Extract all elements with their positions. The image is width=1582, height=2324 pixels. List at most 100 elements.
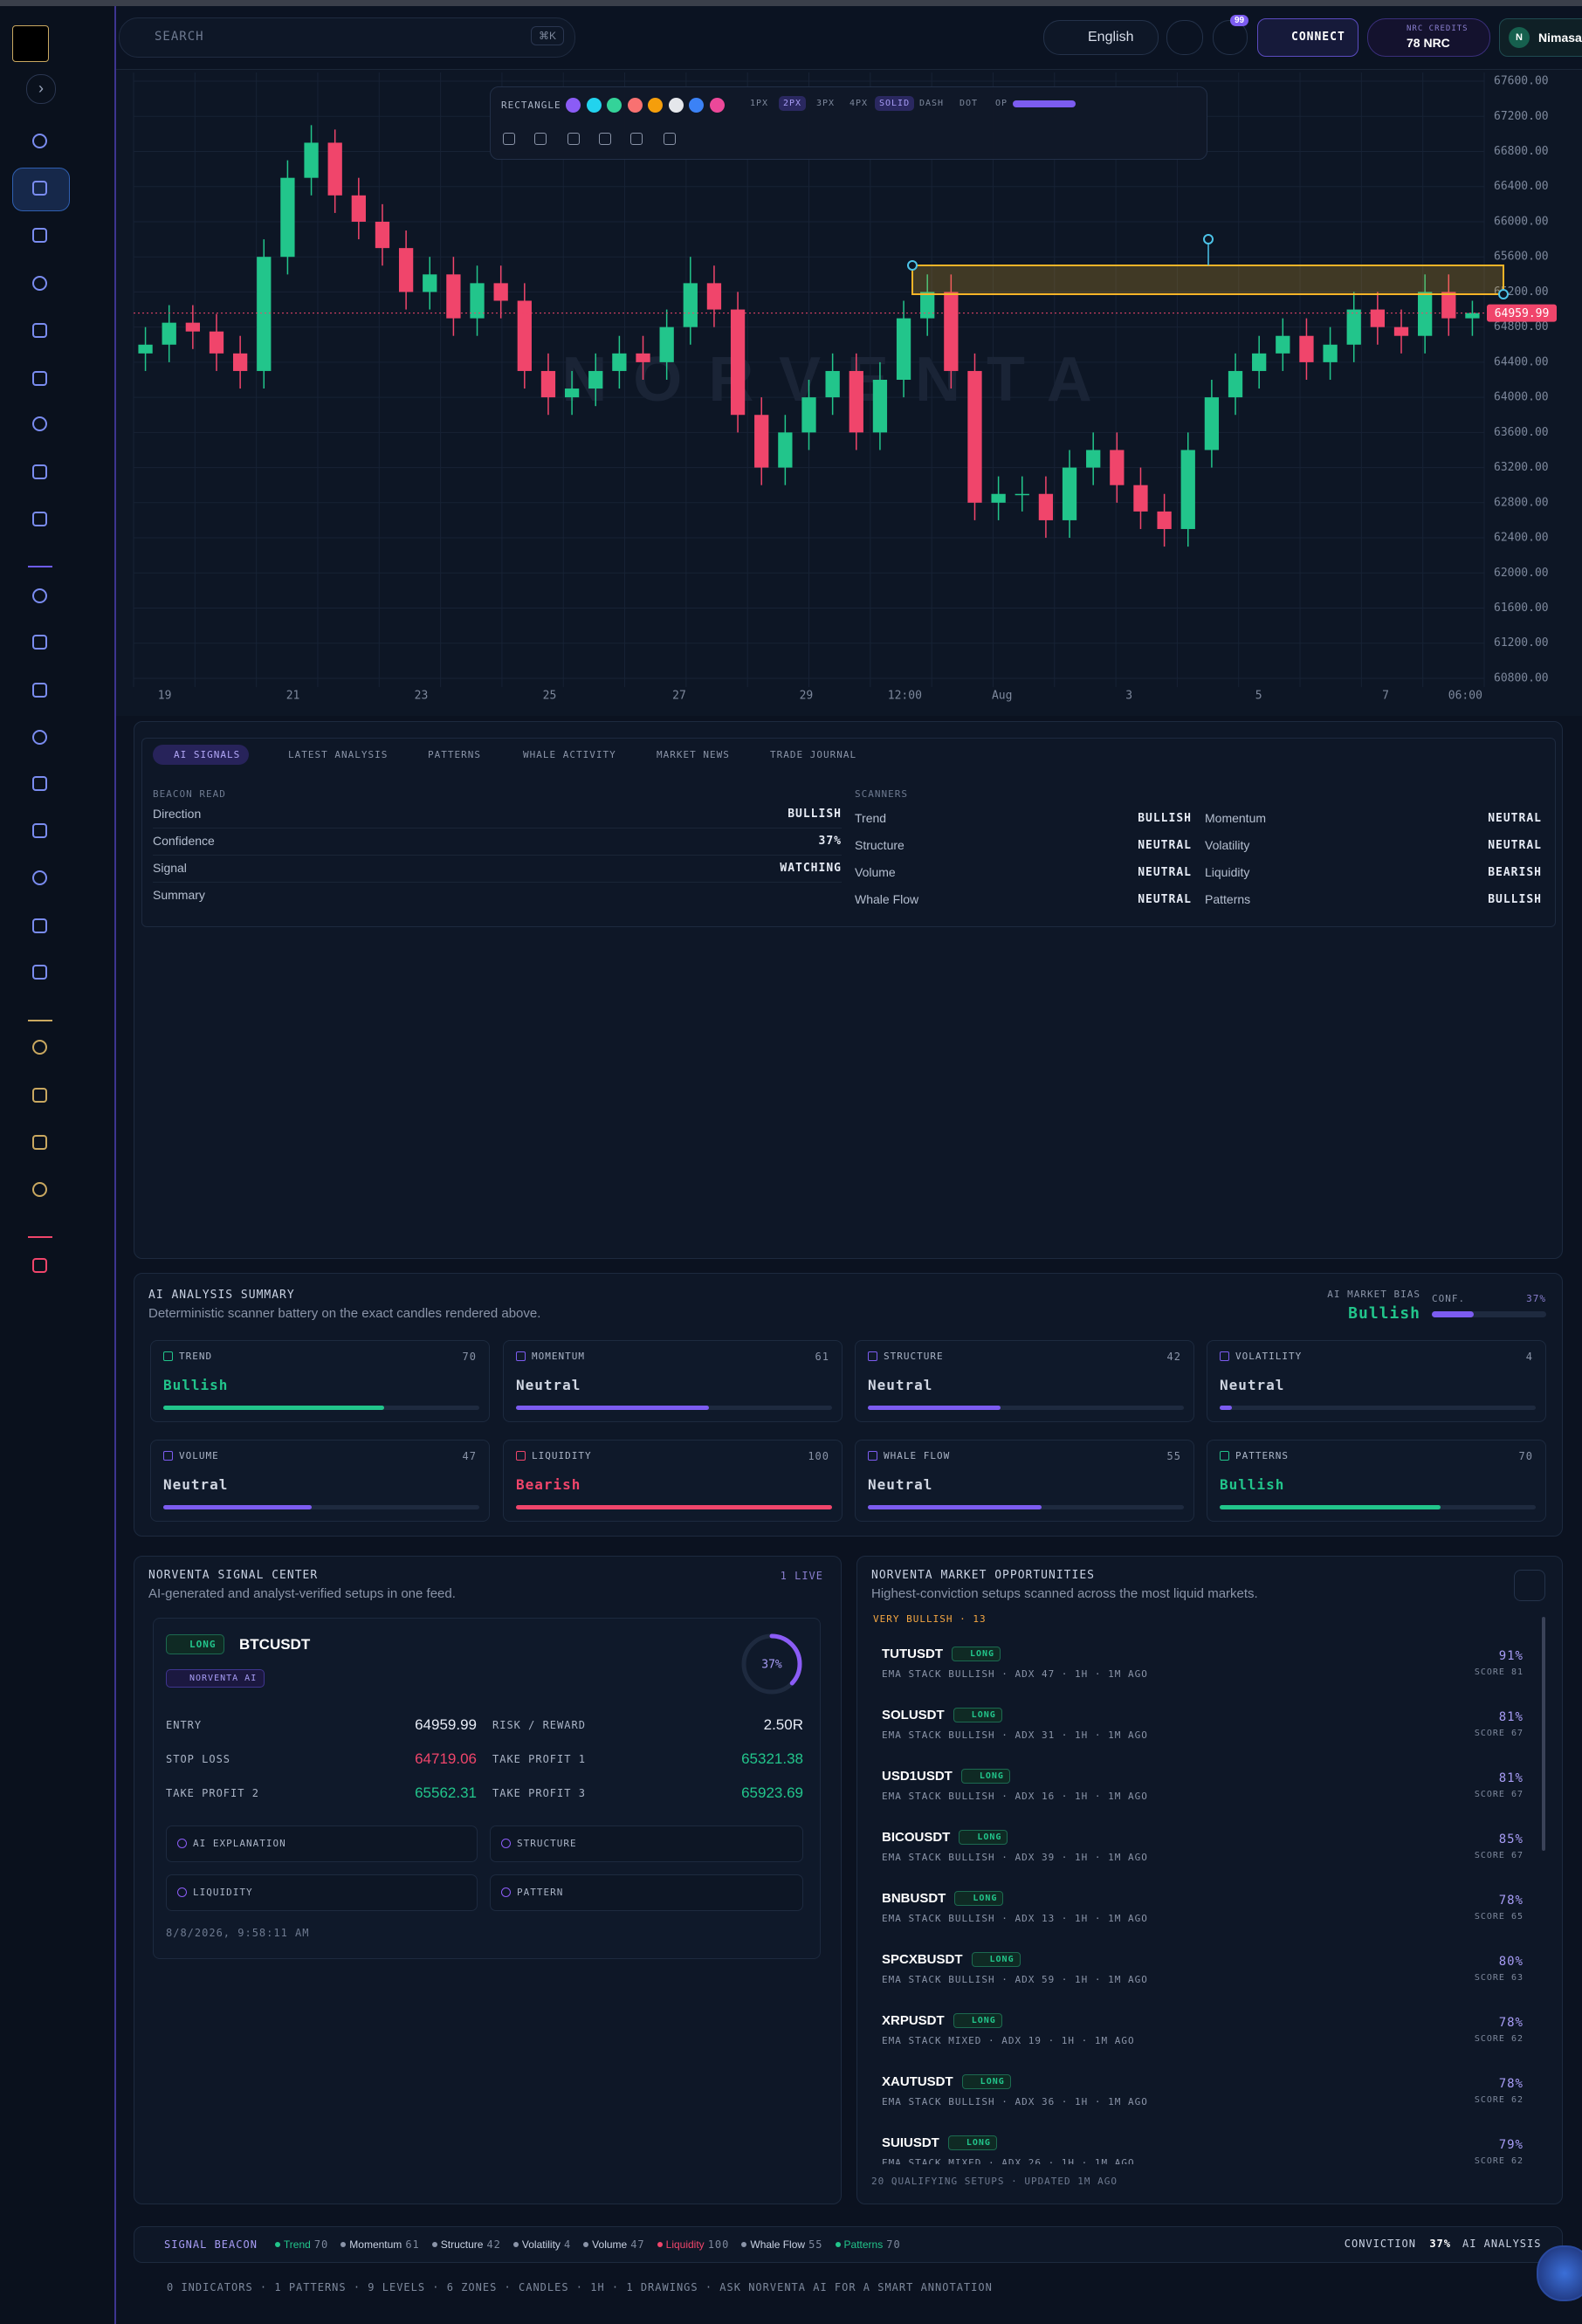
- nav-icon[interactable]: [32, 729, 47, 745]
- score-track: [868, 1406, 1184, 1410]
- language-select[interactable]: English: [1043, 20, 1159, 55]
- nav-icon[interactable]: [32, 823, 47, 838]
- nav-icon[interactable]: [32, 682, 47, 698]
- style-option[interactable]: DOT: [960, 99, 979, 108]
- detail-icon: [177, 1887, 187, 1897]
- beacon-dot: [741, 2242, 747, 2247]
- ai-analysis-button[interactable]: AI ANALYSIS: [1440, 2231, 1551, 2258]
- opportunity-row[interactable]: BICOUSDT LONG EMA STACK BULLISH · ADX 39 ·…: [864, 1830, 1537, 1887]
- opportunity-row[interactable]: USD1USDT LONG EMA STACK BULLISH · ADX 16 ·…: [864, 1769, 1537, 1826]
- drawing-toolbar: RECTANGLE 1PX 2PX 3PX 4PX SOLID DASH DOT OP: [490, 86, 1207, 160]
- detail-button[interactable]: LIQUIDITY: [166, 1874, 478, 1911]
- toolbar-icon[interactable]: [630, 133, 643, 145]
- width-option[interactable]: 4PX: [849, 99, 869, 108]
- user-menu[interactable]: N Nimasa: [1499, 18, 1582, 57]
- connect-button[interactable]: CONNECT: [1257, 18, 1358, 57]
- tab[interactable]: TRADE JOURNAL: [770, 749, 857, 760]
- style-option[interactable]: SOLID: [875, 96, 915, 111]
- refresh-button[interactable]: [1514, 1570, 1545, 1601]
- toolbar-icon[interactable]: [567, 133, 580, 145]
- nav-icon[interactable]: [32, 1182, 47, 1198]
- sidebar-divider: [28, 1019, 52, 1021]
- detail-button[interactable]: AI EXPLANATION: [166, 1826, 478, 1862]
- card-name: MOMENTUM: [532, 1351, 585, 1362]
- scrollbar: [1542, 1617, 1545, 1851]
- logo: [12, 25, 49, 62]
- tab[interactable]: PATTERNS: [428, 749, 481, 760]
- search-box[interactable]: SEARCH ⌘K: [119, 17, 575, 58]
- assistant-avatar[interactable]: [1537, 2245, 1582, 2301]
- nav-icon[interactable]: [32, 180, 47, 196]
- toolbar-icon[interactable]: [503, 133, 515, 145]
- toolbar-icon[interactable]: [534, 133, 547, 145]
- nav-icon[interactable]: [32, 370, 47, 386]
- nav-icon[interactable]: [32, 512, 47, 526]
- opportunity-row[interactable]: XAUTUSDT LONG EMA STACK BULLISH · ADX 36 ·…: [864, 2074, 1537, 2132]
- nav-icon[interactable]: [32, 416, 47, 432]
- score-bar: [868, 1406, 1001, 1410]
- scanner-value: BULLISH: [1488, 893, 1542, 906]
- toolbar-icon[interactable]: [664, 133, 676, 145]
- width-option[interactable]: 3PX: [816, 99, 836, 108]
- nav-icon[interactable]: [32, 964, 47, 980]
- scanner-value: NEUTRAL: [1488, 839, 1542, 852]
- tab[interactable]: LATEST ANALYSIS: [288, 749, 389, 760]
- opportunity-row[interactable]: SUIUSDT LONG EMA STACK MIXED · ADX 26 · 1H…: [864, 2135, 1537, 2164]
- color-swatch[interactable]: [689, 98, 704, 113]
- beacon-item: Liquidity 100: [657, 2238, 730, 2251]
- beacon-bar-title: SIGNAL BEACON: [164, 2238, 258, 2251]
- nav-icon[interactable]: [32, 775, 47, 791]
- tab[interactable]: WHALE ACTIVITY: [523, 749, 616, 760]
- detail-button[interactable]: PATTERN: [490, 1874, 803, 1911]
- opportunity-row[interactable]: TUTUSDT LONG EMA STACK BULLISH · ADX 47 · …: [864, 1647, 1537, 1704]
- beacon-dot: [835, 2242, 841, 2247]
- nav-icon[interactable]: [32, 1135, 47, 1150]
- tab[interactable]: AI SIGNALS: [153, 745, 250, 765]
- beacon-item-name: Structure: [440, 2238, 484, 2251]
- score-bar: [1220, 1505, 1441, 1509]
- card-name: WHALE FLOW: [884, 1450, 951, 1461]
- nav-icon[interactable]: [32, 228, 47, 244]
- theme-toggle[interactable]: [1166, 20, 1203, 55]
- score-bar: [516, 1505, 832, 1509]
- collapse-button[interactable]: ›: [26, 74, 56, 104]
- color-swatch[interactable]: [607, 98, 622, 113]
- opportunity-row[interactable]: SPCXBUSDT LONG EMA STACK BULLISH · ADX 59 …: [864, 1952, 1537, 2010]
- opportunity-row[interactable]: BNBUSDT LONG EMA STACK BULLISH · ADX 13 · …: [864, 1891, 1537, 1949]
- nav-icon[interactable]: [32, 1087, 47, 1103]
- opps-title: NORVENTA MARKET OPPORTUNITIES: [871, 1569, 1095, 1582]
- nav-icon[interactable]: [32, 323, 47, 339]
- color-swatch[interactable]: [627, 98, 643, 113]
- detail-button[interactable]: STRUCTURE: [490, 1826, 803, 1862]
- toolbar-icon[interactable]: [599, 133, 611, 145]
- nav-icon[interactable]: [32, 275, 47, 291]
- tab[interactable]: MARKET NEWS: [657, 749, 730, 760]
- color-swatch[interactable]: [586, 98, 602, 113]
- opportunity-row[interactable]: XRPUSDT LONG EMA STACK MIXED · ADX 19 · 1H…: [864, 2013, 1537, 2071]
- nav-icon[interactable]: [32, 1040, 47, 1055]
- toolbar-icon[interactable]: [1102, 97, 1114, 109]
- candle-body: [351, 195, 366, 222]
- opp-side: LONG: [959, 1830, 1008, 1845]
- opacity-slider[interactable]: [1013, 100, 1076, 107]
- width-option[interactable]: 2PX: [779, 96, 807, 111]
- nav-icon[interactable]: [32, 588, 47, 604]
- nav-icon[interactable]: [32, 870, 47, 886]
- nav-icon[interactable]: [32, 1258, 47, 1274]
- opportunity-row[interactable]: SOLUSDT LONG EMA STACK BULLISH · ADX 31 · …: [864, 1708, 1537, 1765]
- width-option[interactable]: 1PX: [750, 99, 769, 108]
- style-option[interactable]: DASH: [919, 99, 945, 108]
- nav-icon[interactable]: [32, 635, 47, 650]
- toolbar-icon[interactable]: [1137, 97, 1149, 109]
- nav-icon[interactable]: [32, 133, 47, 148]
- toolbar-icon[interactable]: [1170, 97, 1182, 109]
- nav-icon[interactable]: [32, 918, 47, 933]
- nav-icon[interactable]: [32, 464, 47, 479]
- color-swatch[interactable]: [566, 98, 581, 113]
- color-swatch[interactable]: [668, 98, 684, 113]
- field-value: 64959.99: [415, 1716, 477, 1733]
- color-swatch[interactable]: [648, 98, 663, 113]
- scanner-label: Patterns: [1205, 892, 1251, 906]
- color-swatch[interactable]: [709, 98, 725, 113]
